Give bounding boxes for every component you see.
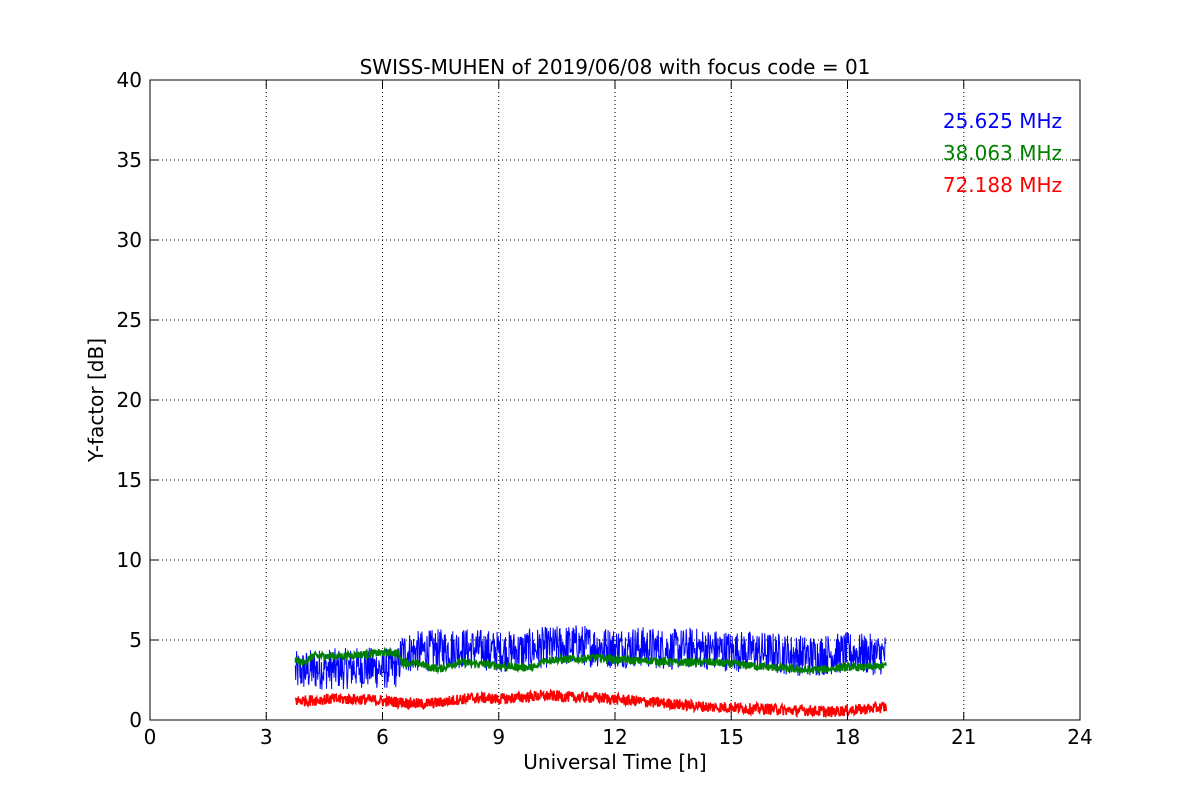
y-tick-label: 30 — [117, 228, 142, 252]
series-line-72-188-mhz — [294, 688, 888, 719]
y-tick-label: 35 — [117, 148, 142, 172]
legend: 25.625 MHz 38.063 MHz 72.188 MHz — [943, 109, 1062, 197]
series-line-38-063-mhz — [294, 646, 887, 675]
x-tick-label: 6 — [376, 725, 389, 749]
x-tick-label: 9 — [492, 725, 505, 749]
x-tick-label: 3 — [260, 725, 273, 749]
x-tick-label: 24 — [1067, 725, 1092, 749]
series-line-25-625-mhz — [294, 625, 887, 690]
y-axis-label: Y-factor [dB] — [84, 338, 108, 463]
legend-entry: 25.625 MHz — [943, 109, 1062, 133]
legend-entry: 38.063 MHz — [943, 141, 1062, 165]
grid-lines — [150, 80, 1080, 720]
x-tick-label: 21 — [951, 725, 976, 749]
y-tick-label: 10 — [117, 548, 142, 572]
chart-title: SWISS-MUHEN of 2019/06/08 with focus cod… — [360, 55, 871, 79]
x-tick-label: 0 — [144, 725, 157, 749]
y-tick-label: 20 — [117, 388, 142, 412]
x-axis-ticks: 0 3 6 9 12 15 18 21 24 — [144, 80, 1093, 749]
y-tick-label: 0 — [129, 708, 142, 732]
x-tick-label: 12 — [602, 725, 627, 749]
plot-area — [294, 625, 888, 719]
x-tick-label: 18 — [835, 725, 860, 749]
y-tick-label: 15 — [117, 468, 142, 492]
legend-entry: 72.188 MHz — [943, 173, 1062, 197]
x-tick-label: 15 — [719, 725, 744, 749]
y-tick-label: 40 — [117, 68, 142, 92]
x-axis-label: Universal Time [h] — [523, 750, 706, 774]
y-axis-ticks: 0 5 10 15 20 25 30 35 40 — [117, 68, 1080, 732]
y-tick-label: 25 — [117, 308, 142, 332]
y-tick-label: 5 — [129, 628, 142, 652]
